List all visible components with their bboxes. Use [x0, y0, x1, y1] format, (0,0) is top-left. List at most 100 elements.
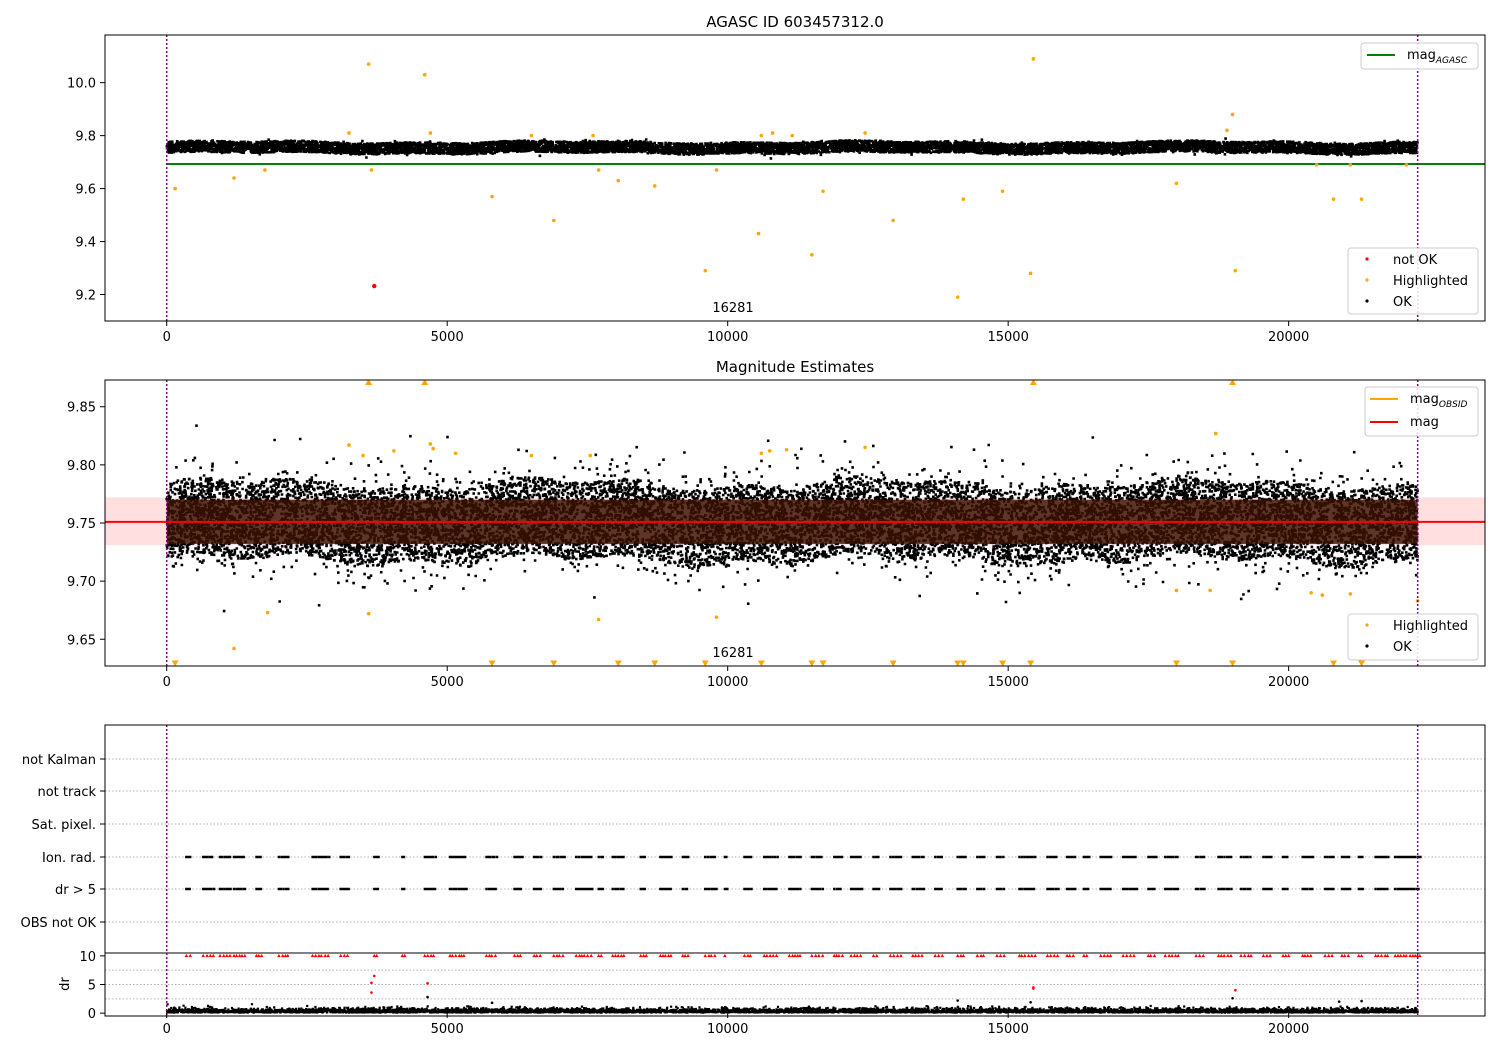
dr-point [370, 981, 373, 985]
dr-capped-marker [1148, 953, 1153, 958]
dr-capped-marker [1415, 953, 1420, 958]
dr-capped-marker [1408, 953, 1412, 958]
legend-box [1347, 613, 1479, 661]
dr-capped-marker [663, 953, 668, 958]
highlighted-point [596, 168, 601, 172]
highlighted-point [790, 133, 794, 138]
dr-capped-marker [1305, 953, 1310, 958]
dr-capped-marker [1026, 953, 1031, 958]
highlighted-point [1314, 162, 1319, 167]
dr-capped-marker [1023, 953, 1027, 958]
highlighted-clipped-down-marker [954, 660, 962, 666]
panel2-ytick-label: 9.85 [67, 401, 96, 416]
legend-entry-label: Highlighted [1393, 619, 1468, 634]
highlighted-clipped-up-marker [365, 380, 373, 385]
panel1-ytick-label: 9.4 [75, 236, 96, 251]
dr-capped-marker [858, 953, 863, 958]
flags-axes-frame [104, 724, 1486, 1017]
ok-scatter-panel2 [165, 424, 1419, 613]
dr-capped-marker [787, 953, 792, 958]
dr-capped-marker [616, 953, 620, 958]
panel1-title: AGASC ID 603457312.0 [706, 13, 884, 31]
dr-capped-marker [621, 953, 626, 958]
highlighted-point [596, 617, 601, 622]
dr-capped-marker [1385, 953, 1390, 958]
dr-capped-marker [913, 953, 918, 958]
dr-point [1029, 1000, 1032, 1004]
panel1-axes-frame [104, 34, 1486, 322]
highlighted-point [529, 453, 534, 458]
dr-capped-marker [683, 953, 687, 958]
highlighted-point [428, 442, 433, 446]
highlighted-point [347, 131, 351, 135]
dr-capped-marker [793, 953, 797, 958]
dr-capped-marker [641, 953, 646, 958]
highlighted-point [863, 131, 867, 135]
highlighted-clipped-down-marker [1229, 660, 1237, 666]
not-ok-point [372, 283, 377, 289]
dr-capped-marker [899, 953, 903, 958]
dr-capped-marker [703, 953, 708, 958]
highlighted-point [1031, 57, 1036, 61]
highlighted-point [1331, 197, 1336, 201]
flag-row-label: dr > 5 [55, 883, 96, 898]
highlighted-point [891, 218, 895, 223]
dr-capped-marker [1326, 953, 1331, 958]
legend-entry-label: mag [1410, 415, 1439, 430]
panel1-ytick-label: 9.2 [75, 289, 96, 304]
panel2-xtick-label: 5000 [431, 675, 464, 690]
dr-capped-marker [557, 953, 562, 958]
legend-entry-label: Highlighted [1393, 274, 1468, 289]
dr-capped-marker [285, 953, 290, 958]
dr-capped-marker [748, 953, 753, 958]
dr-capped-marker [259, 953, 264, 958]
dr-capped-marker [911, 953, 915, 958]
dr-point [370, 991, 373, 994]
dr-capped-marker [1071, 953, 1076, 958]
dr-capped-marker [1346, 953, 1351, 958]
dr-capped-marker [852, 953, 857, 958]
legend-marker-swatch [1365, 299, 1369, 303]
dr-capped-marker [820, 953, 825, 958]
dr-capped-marker [319, 953, 324, 958]
panel2-ytick-label: 9.75 [67, 517, 96, 532]
panel2-obsid-label: 16281 [712, 646, 753, 661]
dr-capped-marker [1226, 953, 1230, 958]
panel1-legend-top: magAGASC [1360, 42, 1479, 70]
dr-capped-marker [184, 953, 189, 958]
dr-capped-marker [310, 953, 315, 958]
dr-capped-marker [518, 953, 523, 958]
panel4-ytick-label: 10 [79, 950, 96, 965]
dr-capped-marker [933, 953, 938, 958]
dr-capped-marker [1163, 953, 1168, 958]
highlighted-point [263, 168, 267, 172]
dr-point [1234, 988, 1237, 992]
dr-capped-marker [1398, 953, 1403, 958]
highlighted-point [1348, 592, 1353, 596]
dr-capped-marker [619, 953, 624, 958]
highlighted-point [232, 646, 236, 651]
dr-capped-marker [1082, 953, 1086, 958]
dr-point [1337, 1000, 1341, 1003]
highlighted-point [1225, 128, 1229, 133]
dr-capped-marker [484, 953, 489, 958]
dr-capped-marker [798, 953, 802, 958]
panel2-title: Magnitude Estimates [716, 358, 874, 376]
dr-capped-marker [1340, 953, 1344, 958]
highlighted-point [652, 184, 657, 188]
dr-capped-marker [644, 953, 649, 958]
dr-capped-marker [1019, 953, 1024, 958]
flag-points [185, 855, 1422, 859]
dr-capped-marker [487, 953, 492, 958]
panel4-ytick-label: 5 [88, 979, 96, 994]
dr-capped-marker [237, 953, 242, 958]
panel1-xtick-label: 0 [163, 330, 171, 345]
legend-marker-swatch [1365, 644, 1369, 648]
legend-entry-label: OK [1393, 295, 1412, 310]
dr-capped-marker [1411, 953, 1415, 958]
dr-capped-marker [205, 953, 209, 958]
highlighted-clipped-up-marker [1029, 380, 1037, 385]
dr-capped-marker [1242, 953, 1247, 958]
dr-capped-marker [810, 953, 814, 958]
dr-capped-marker [431, 953, 436, 958]
